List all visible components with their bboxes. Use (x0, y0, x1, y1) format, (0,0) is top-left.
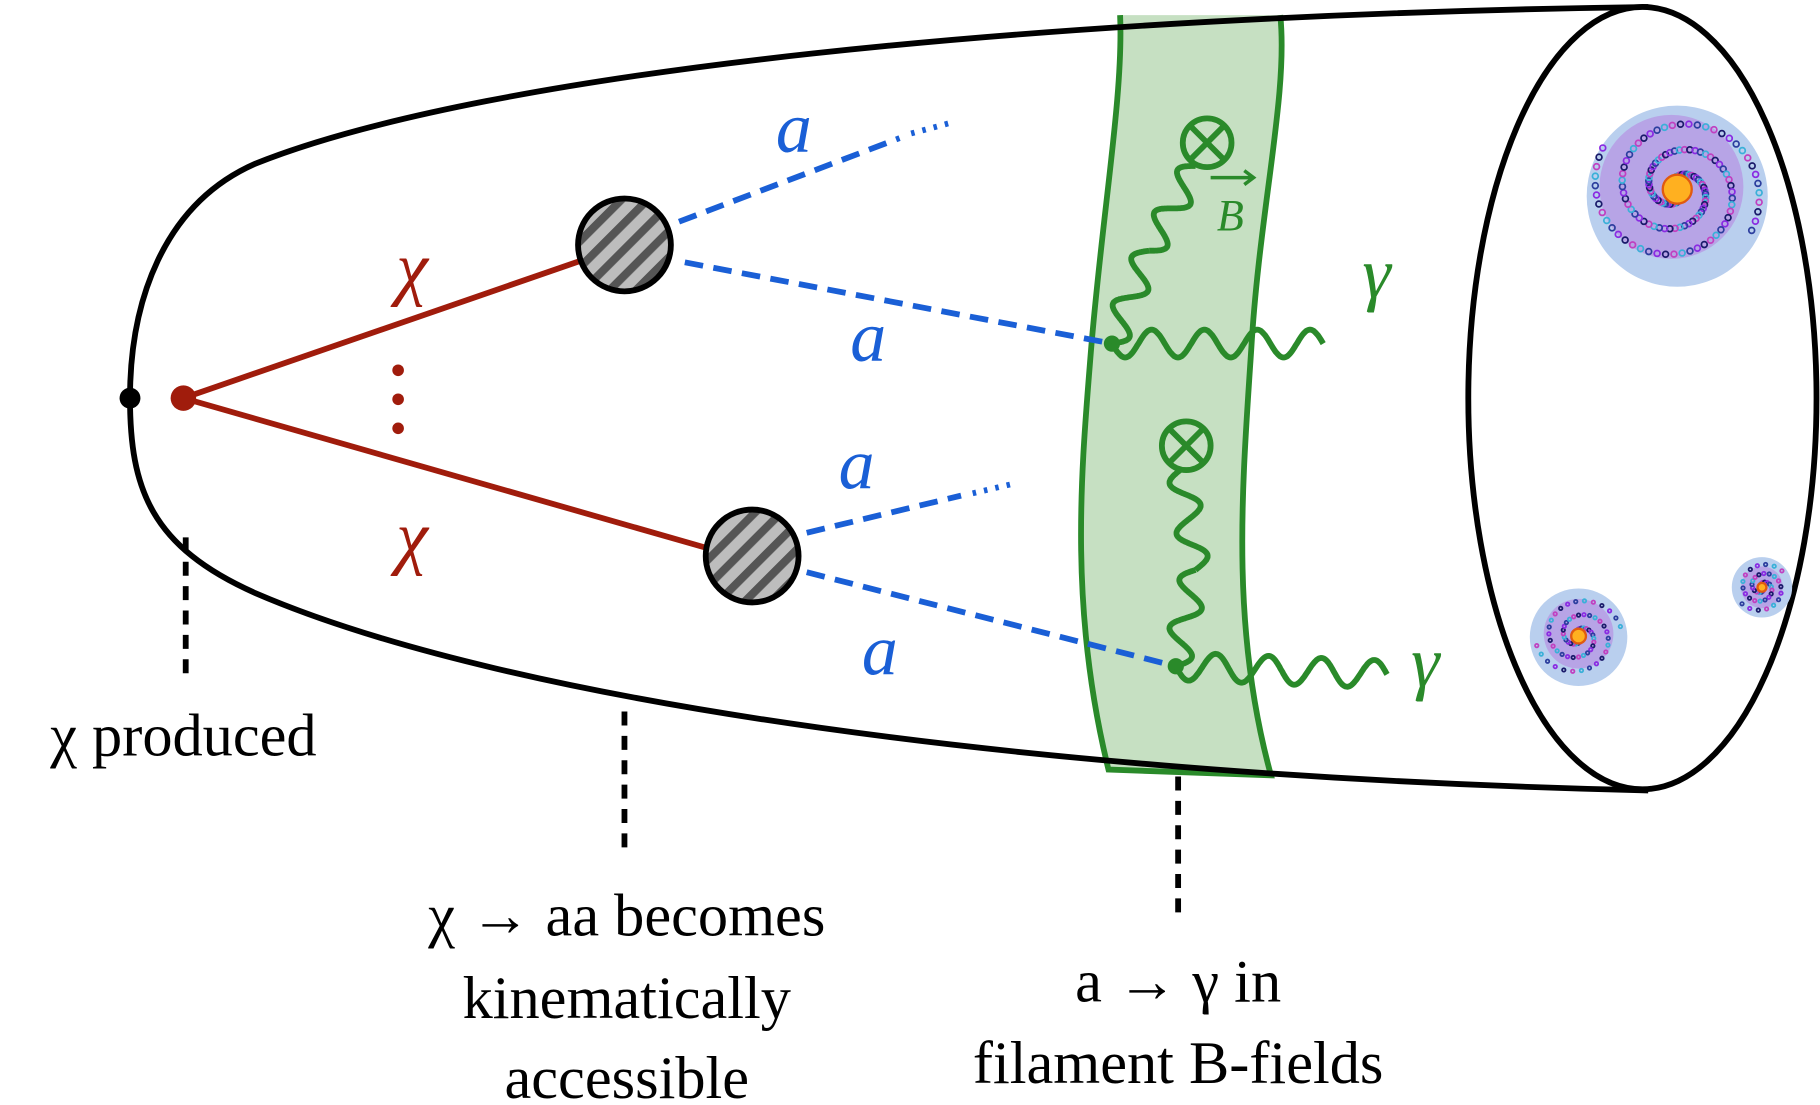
axion-line (807, 496, 961, 533)
galaxy-core (1571, 629, 1586, 644)
chi-line (183, 259, 586, 398)
photon-label: γ (1362, 233, 1392, 313)
layout (120, 7, 1817, 920)
annotation: χ produced (49, 703, 316, 770)
axion-line (973, 484, 1012, 493)
annotation: χ → aa becomes (427, 883, 825, 950)
annotation: accessible (504, 1045, 749, 1105)
chi-label: χ (390, 497, 430, 577)
galaxy-core (1663, 175, 1692, 204)
axion-label: a (776, 88, 812, 168)
start-point (120, 388, 141, 409)
chi-line (183, 398, 710, 549)
annotation: filament B-fields (973, 1030, 1384, 1097)
page: χ χ a a a a γ γ B χ produced χ → aa beco… (0, 0, 1820, 1105)
axion-label: a (862, 610, 898, 690)
dot (392, 393, 404, 405)
axion-line (911, 122, 954, 134)
decay-blob (706, 510, 799, 603)
axion-label: a (839, 425, 875, 505)
guides (186, 537, 1178, 920)
axion-label: a (850, 297, 886, 377)
galaxy-core (1758, 583, 1767, 592)
field-label: B (1217, 191, 1244, 240)
annotation: a → γ in (1075, 949, 1281, 1016)
annotation: kinematically (463, 965, 791, 1032)
axion-line (685, 262, 1112, 343)
photon-label: γ (1411, 622, 1441, 702)
decay-blob (578, 198, 671, 291)
diagram: χ χ a a a a γ γ B χ produced χ → aa beco… (0, 0, 1820, 1105)
chi-label: χ (390, 227, 430, 307)
dot (392, 364, 404, 376)
vertex (171, 385, 197, 411)
dot (392, 423, 404, 435)
